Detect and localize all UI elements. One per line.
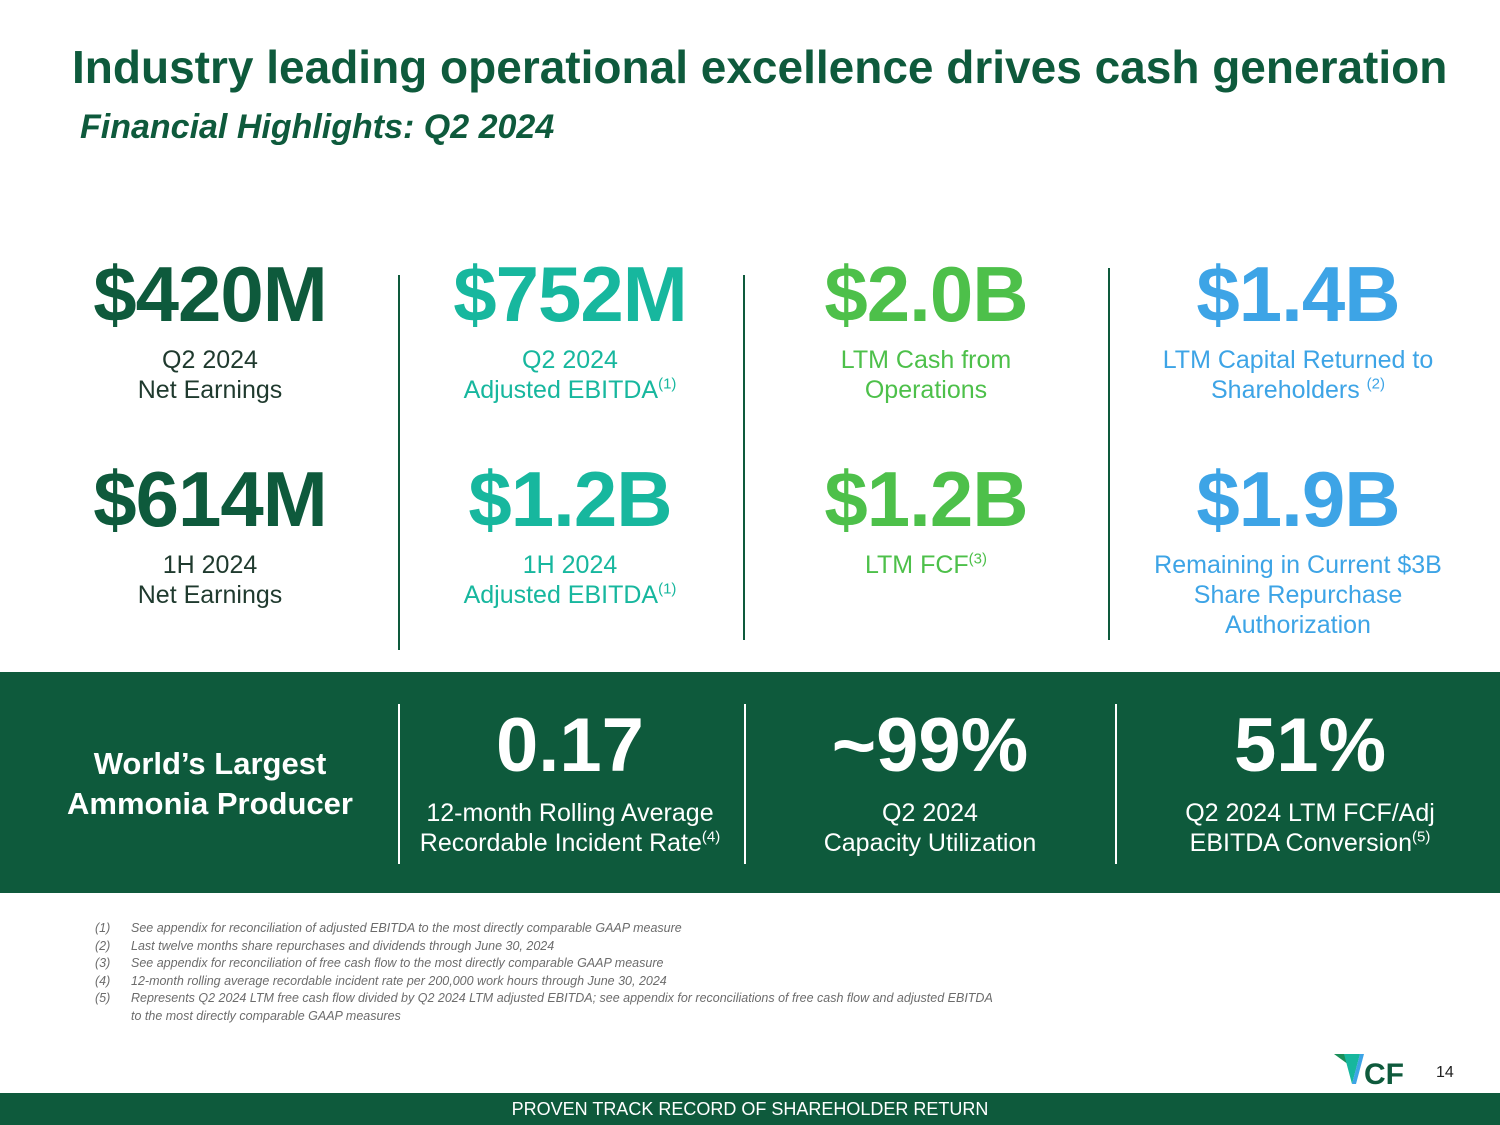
- logo-text: CF: [1364, 1058, 1404, 1088]
- page-number: 14: [1436, 1064, 1454, 1081]
- metric-value: ~99%: [831, 703, 1029, 788]
- footnotes: (1) See appendix for reconciliation of ad…: [95, 920, 1195, 1026]
- footnote-continuation: to the most directly comparable GAAP mea…: [131, 1008, 401, 1023]
- metric-capacity-utilization: ~99% Q2 2024 Capacity Utilization: [770, 672, 1090, 858]
- footnote-ref: (1): [658, 580, 677, 598]
- metric-q2-net-earnings: $420M Q2 2024 Net Earnings: [60, 255, 360, 405]
- metric-value: $1.2B: [824, 455, 1028, 543]
- metric-ltm-fcf: $1.2B LTM FCF(3): [776, 460, 1076, 580]
- page-title: Industry leading operational excellence …: [72, 41, 1448, 93]
- footnote: (1) See appendix for reconciliation of ad…: [95, 921, 682, 935]
- footnote-ref: (1): [658, 375, 677, 393]
- footnote: (5) Represents Q2 2024 LTM free cash flow…: [95, 991, 993, 1006]
- page-subtitle: Financial Highlights: Q2 2024: [80, 108, 555, 146]
- metric-label: Remaining in Current $3B Share Repurchas…: [1154, 551, 1442, 639]
- metric-label: Q2 2024 Adjusted EBITDA(1): [463, 346, 677, 404]
- band-divider: [1115, 704, 1117, 864]
- metric-label: Q2 2024 Capacity Utilization: [823, 799, 1037, 857]
- metric-value: 0.17: [496, 703, 644, 788]
- metric-label: LTM FCF(3): [864, 550, 988, 579]
- column-divider: [743, 275, 745, 640]
- metric-value: 51%: [1233, 703, 1387, 788]
- metric-label: Q2 2024 LTM FCF/Adj EBITDA Conversion(5): [1185, 799, 1435, 857]
- metric-incident-rate: 0.17 12-month Rolling Average Recordable…: [410, 672, 730, 858]
- metric-label: LTM Capital Returned to Shareholders (2): [1162, 346, 1434, 404]
- column-divider: [1108, 268, 1110, 640]
- metric-value: $420M: [93, 250, 328, 338]
- metric-label: 1H 2024 Net Earnings: [137, 551, 283, 609]
- footer-bar: PROVEN TRACK RECORD OF SHAREHOLDER RETUR…: [0, 1093, 1500, 1125]
- metric-value: $1.2B: [468, 455, 672, 543]
- metric-value: $2.0B: [824, 250, 1028, 338]
- metric-value: $1.4B: [1196, 250, 1400, 338]
- footnote-ref: (5): [1411, 828, 1431, 846]
- metric-label: LTM Cash from Operations: [840, 346, 1012, 404]
- cf-logo-icon: CF: [1334, 1054, 1404, 1088]
- metric-value: $752M: [453, 250, 688, 338]
- metric-1h-net-earnings: $614M 1H 2024 Net Earnings: [60, 460, 360, 610]
- footnote-ref: (2): [1366, 375, 1385, 393]
- metric-label: 1H 2024 Adjusted EBITDA(1): [463, 551, 677, 609]
- metric-label: Q2 2024 Net Earnings: [137, 346, 283, 404]
- band-divider: [744, 704, 746, 864]
- metric-value: $614M: [93, 455, 328, 543]
- footnote: (3) See appendix for reconciliation of fr…: [95, 956, 664, 971]
- operational-highlights-band: World’s Largest Ammonia Producer 0.17 12…: [0, 672, 1500, 893]
- metric-ltm-capital-returned: $1.4B LTM Capital Returned to Shareholde…: [1138, 255, 1458, 405]
- metric-1h-adjusted-ebitda: $1.2B 1H 2024 Adjusted EBITDA(1): [420, 460, 720, 610]
- footnote-ref: (4): [701, 828, 721, 846]
- metric-fcf-conversion: 51% Q2 2024 LTM FCF/Adj EBITDA Conversio…: [1150, 672, 1470, 858]
- footnote-ref: (3): [968, 550, 988, 568]
- metric-value: $1.9B: [1196, 455, 1400, 543]
- column-divider: [398, 275, 400, 650]
- metric-ltm-cash-from-operations: $2.0B LTM Cash from Operations: [776, 255, 1076, 405]
- footnote: (4) 12-month rolling average recordable i…: [95, 973, 667, 988]
- band-title: World’s Largest Ammonia Producer: [67, 746, 353, 821]
- metric-q2-adjusted-ebitda: $752M Q2 2024 Adjusted EBITDA(1): [420, 255, 720, 405]
- band-divider: [398, 704, 400, 864]
- footnote: (2) Last twelve months share repurchases …: [95, 938, 555, 953]
- metric-label: 12-month Rolling Average Recordable Inci…: [419, 799, 721, 857]
- metric-remaining-authorization: $1.9B Remaining in Current $3B Share Rep…: [1138, 460, 1458, 640]
